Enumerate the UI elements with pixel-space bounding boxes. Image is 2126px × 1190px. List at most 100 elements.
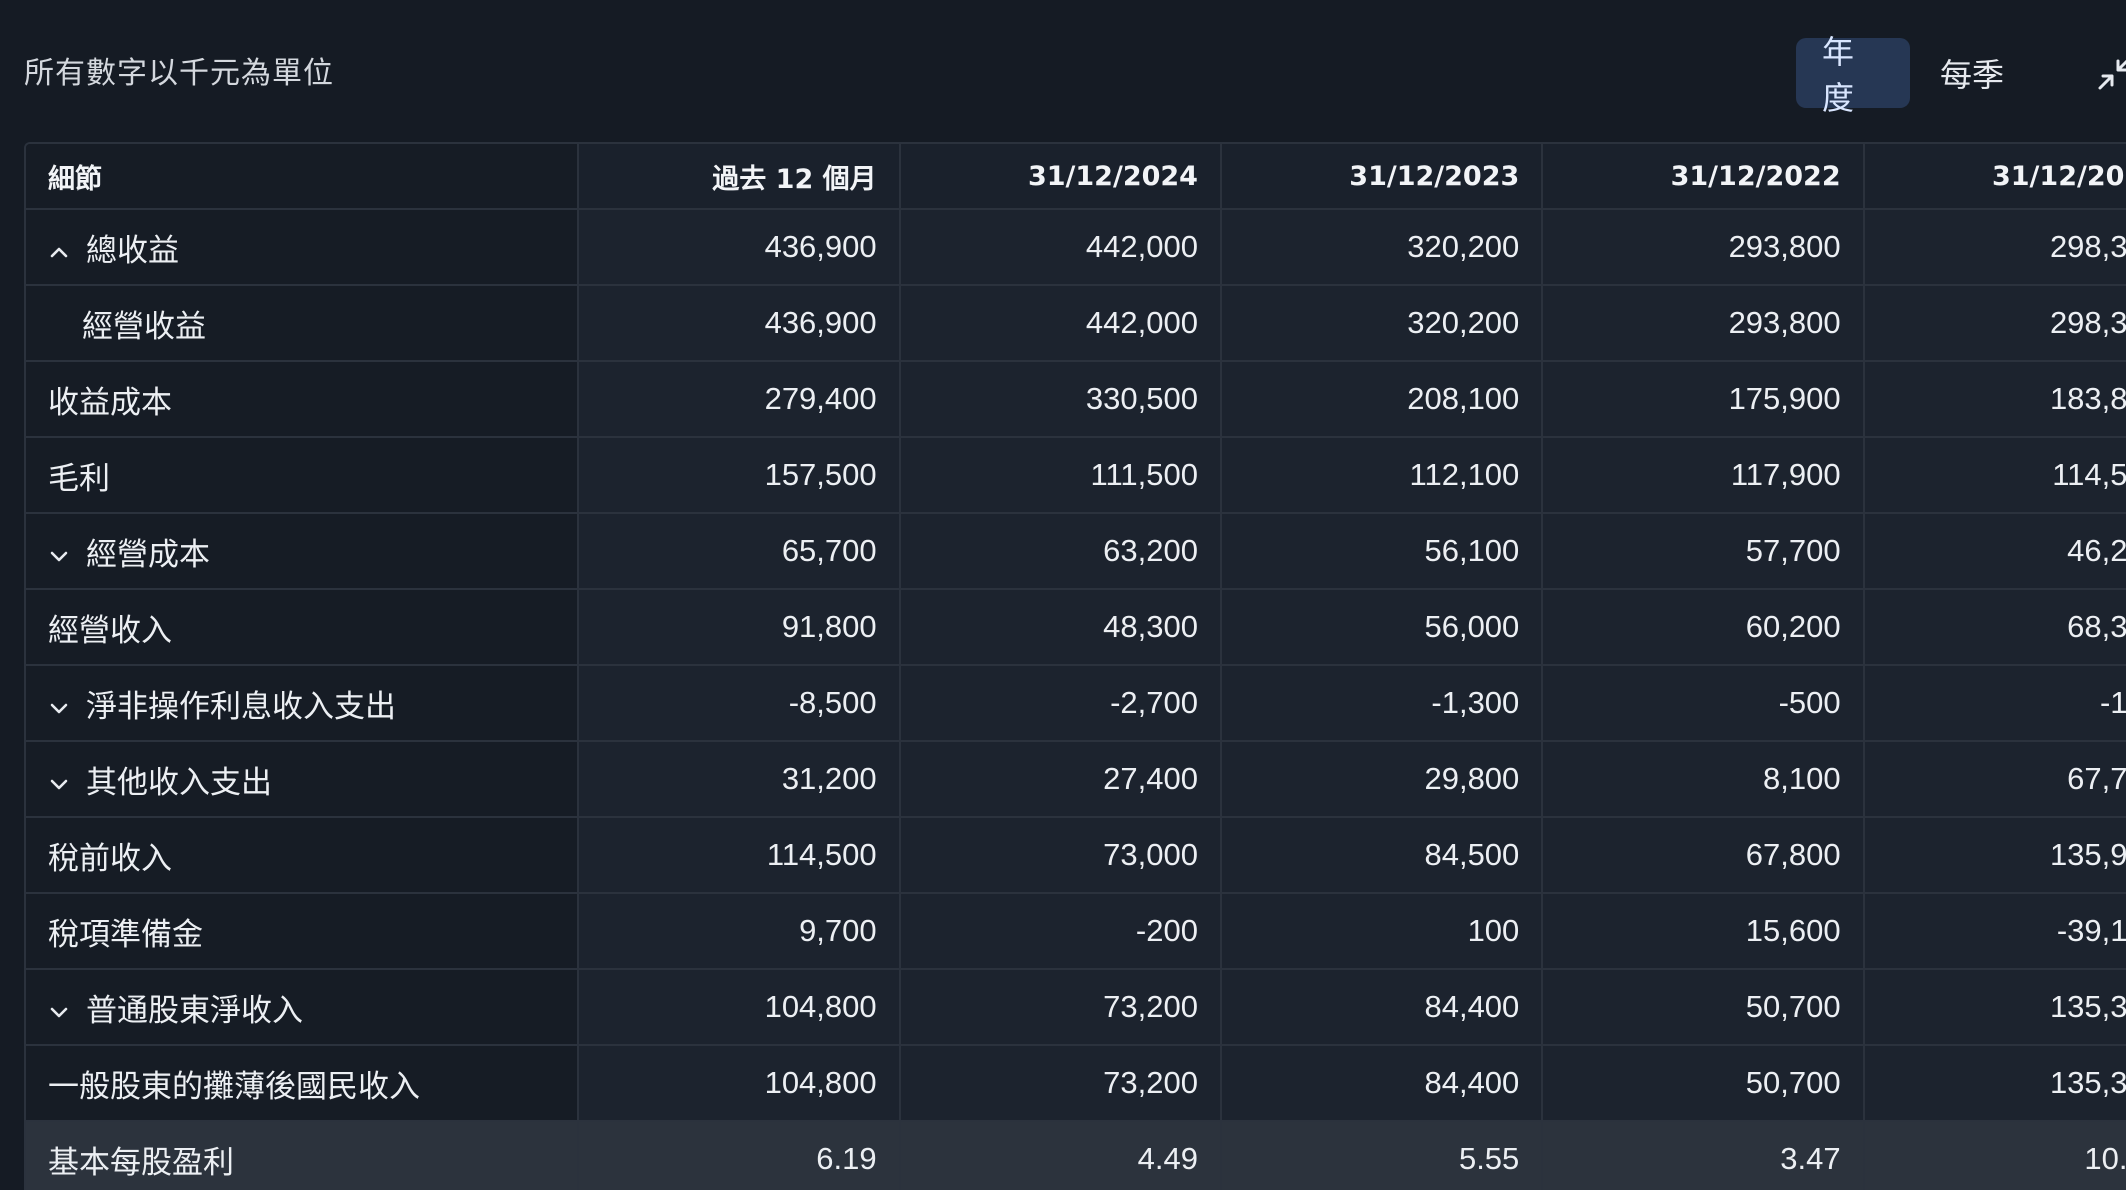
- value-cell: 135,300: [1863, 1045, 2126, 1122]
- row-label: 經營成本: [86, 536, 210, 573]
- value-cell: 293,800: [1542, 209, 1865, 286]
- row-label-cell: 毛利: [26, 437, 580, 514]
- value-cell: 84,400: [1220, 1045, 1544, 1122]
- row-label: 普通股東淨收入: [86, 992, 303, 1029]
- column-header-2022: 31/12/2022: [1542, 144, 1865, 210]
- value-cell: 6.19: [578, 1121, 901, 1190]
- value-cell: 67,700: [1863, 741, 2126, 818]
- chevron-down-icon[interactable]: [48, 697, 76, 719]
- annual-tab[interactable]: 年度: [1796, 33, 1910, 117]
- value-cell: 298,300: [1863, 285, 2126, 362]
- value-cell: 68,300: [1863, 589, 2126, 666]
- row-label-cell[interactable]: 普通股東淨收入: [26, 969, 580, 1046]
- value-cell: 330,500: [899, 361, 1222, 438]
- value-cell: 60,200: [1542, 589, 1865, 666]
- row-label: 稅前收入: [48, 840, 172, 877]
- value-cell: 298,300: [1863, 209, 2126, 286]
- value-cell: 48,300: [899, 589, 1222, 666]
- value-cell: 135,900: [1863, 817, 2126, 894]
- value-cell: 293,800: [1542, 285, 1865, 362]
- value-cell: 100: [1220, 893, 1544, 970]
- table-row: 一般股東的攤薄後國民收入 104,800 73,200 84,400 50,700 135…: [26, 1045, 2126, 1122]
- row-label-cell[interactable]: 其他收入支出: [26, 741, 580, 818]
- row-label: 基本每股盈利: [48, 1144, 234, 1181]
- value-cell: 9,700: [578, 893, 901, 970]
- value-cell: 84,500: [1220, 817, 1544, 894]
- period-toggle: 年度 每季: [1796, 33, 2030, 117]
- table-row[interactable]: 淨非操作利息收入支出 -8,500-2,700-1,300-500-100: [26, 665, 2126, 742]
- value-cell: 208,100: [1220, 361, 1544, 438]
- row-label-cell: 收益成本: [26, 361, 580, 438]
- value-cell: 67,800: [1542, 817, 1865, 894]
- value-cell: 157,500: [578, 437, 901, 514]
- row-label-cell: 經營收入: [26, 589, 580, 666]
- row-label-cell: 經營收益: [26, 285, 580, 362]
- value-cell: 104,800: [578, 1045, 901, 1122]
- value-cell: 50,700: [1542, 969, 1865, 1046]
- row-label-cell[interactable]: 經營成本: [26, 513, 580, 590]
- quarterly-tab[interactable]: 每季: [1940, 56, 2005, 94]
- value-cell: 50,700: [1542, 1045, 1865, 1122]
- row-label-cell: 稅前收入: [26, 817, 580, 894]
- value-cell: 91,800: [578, 589, 901, 666]
- value-cell: 442,000: [899, 209, 1222, 286]
- column-header-2024: 31/12/2024: [899, 144, 1222, 210]
- value-cell: 114,500: [578, 817, 901, 894]
- value-cell: 56,100: [1220, 513, 1544, 590]
- value-cell: 8,100: [1542, 741, 1865, 818]
- value-cell: 56,000: [1220, 589, 1544, 666]
- value-cell: 29,800: [1220, 741, 1544, 818]
- chevron-down-icon[interactable]: [48, 545, 76, 567]
- chevron-down-icon[interactable]: [48, 1001, 76, 1023]
- row-label-cell[interactable]: 總收益: [26, 209, 580, 286]
- value-cell: 183,800: [1863, 361, 2126, 438]
- row-label: 總收益: [86, 232, 179, 269]
- value-cell: 436,900: [578, 285, 901, 362]
- chevron-down-icon[interactable]: [48, 773, 76, 795]
- value-cell: 63,200: [899, 513, 1222, 590]
- value-cell: 15,600: [1542, 893, 1865, 970]
- row-label: 其他收入支出: [86, 764, 272, 801]
- unit-note: 所有數字以千元為單位: [24, 56, 334, 91]
- row-label-cell: 一般股東的攤薄後國民收入: [26, 1045, 580, 1122]
- value-cell: 46,200: [1863, 513, 2126, 590]
- value-cell: 279,400: [578, 361, 901, 438]
- row-label: 經營收入: [48, 612, 172, 649]
- collapse-icon[interactable]: [2096, 54, 2126, 94]
- value-cell: 4.49: [899, 1121, 1222, 1190]
- value-cell: 104,800: [578, 969, 901, 1046]
- value-cell: 27,400: [899, 741, 1222, 818]
- value-cell: 73,200: [899, 969, 1222, 1046]
- value-cell: 175,900: [1542, 361, 1865, 438]
- value-cell: 436,900: [578, 209, 901, 286]
- column-header-2021: 31/12/2021: [1863, 144, 2126, 210]
- value-cell: 57,700: [1542, 513, 1865, 590]
- column-header-ttm: 過去 12 個月: [578, 144, 901, 210]
- value-cell: -39,100: [1863, 893, 2126, 970]
- value-cell: 31,200: [578, 741, 901, 818]
- table-header-row: 細節 過去 12 個月 31/12/2024 31/12/2023 31/12/…: [26, 144, 2126, 210]
- row-label: 淨非操作利息收入支出: [86, 688, 396, 725]
- column-header-2023: 31/12/2023: [1220, 144, 1544, 210]
- value-cell: 65,700: [578, 513, 901, 590]
- value-cell: 135,300: [1863, 969, 2126, 1046]
- row-label-cell[interactable]: 淨非操作利息收入支出: [26, 665, 580, 742]
- row-label: 收益成本: [48, 384, 172, 421]
- row-label-cell: 基本每股盈利: [26, 1121, 580, 1190]
- value-cell: 112,100: [1220, 437, 1544, 514]
- chevron-up-icon[interactable]: [48, 241, 76, 263]
- row-label: 稅項準備金: [48, 916, 203, 953]
- value-cell: -100: [1863, 665, 2126, 742]
- value-cell: 73,200: [899, 1045, 1222, 1122]
- value-cell: -2,700: [899, 665, 1222, 742]
- value-cell: 111,500: [899, 437, 1222, 514]
